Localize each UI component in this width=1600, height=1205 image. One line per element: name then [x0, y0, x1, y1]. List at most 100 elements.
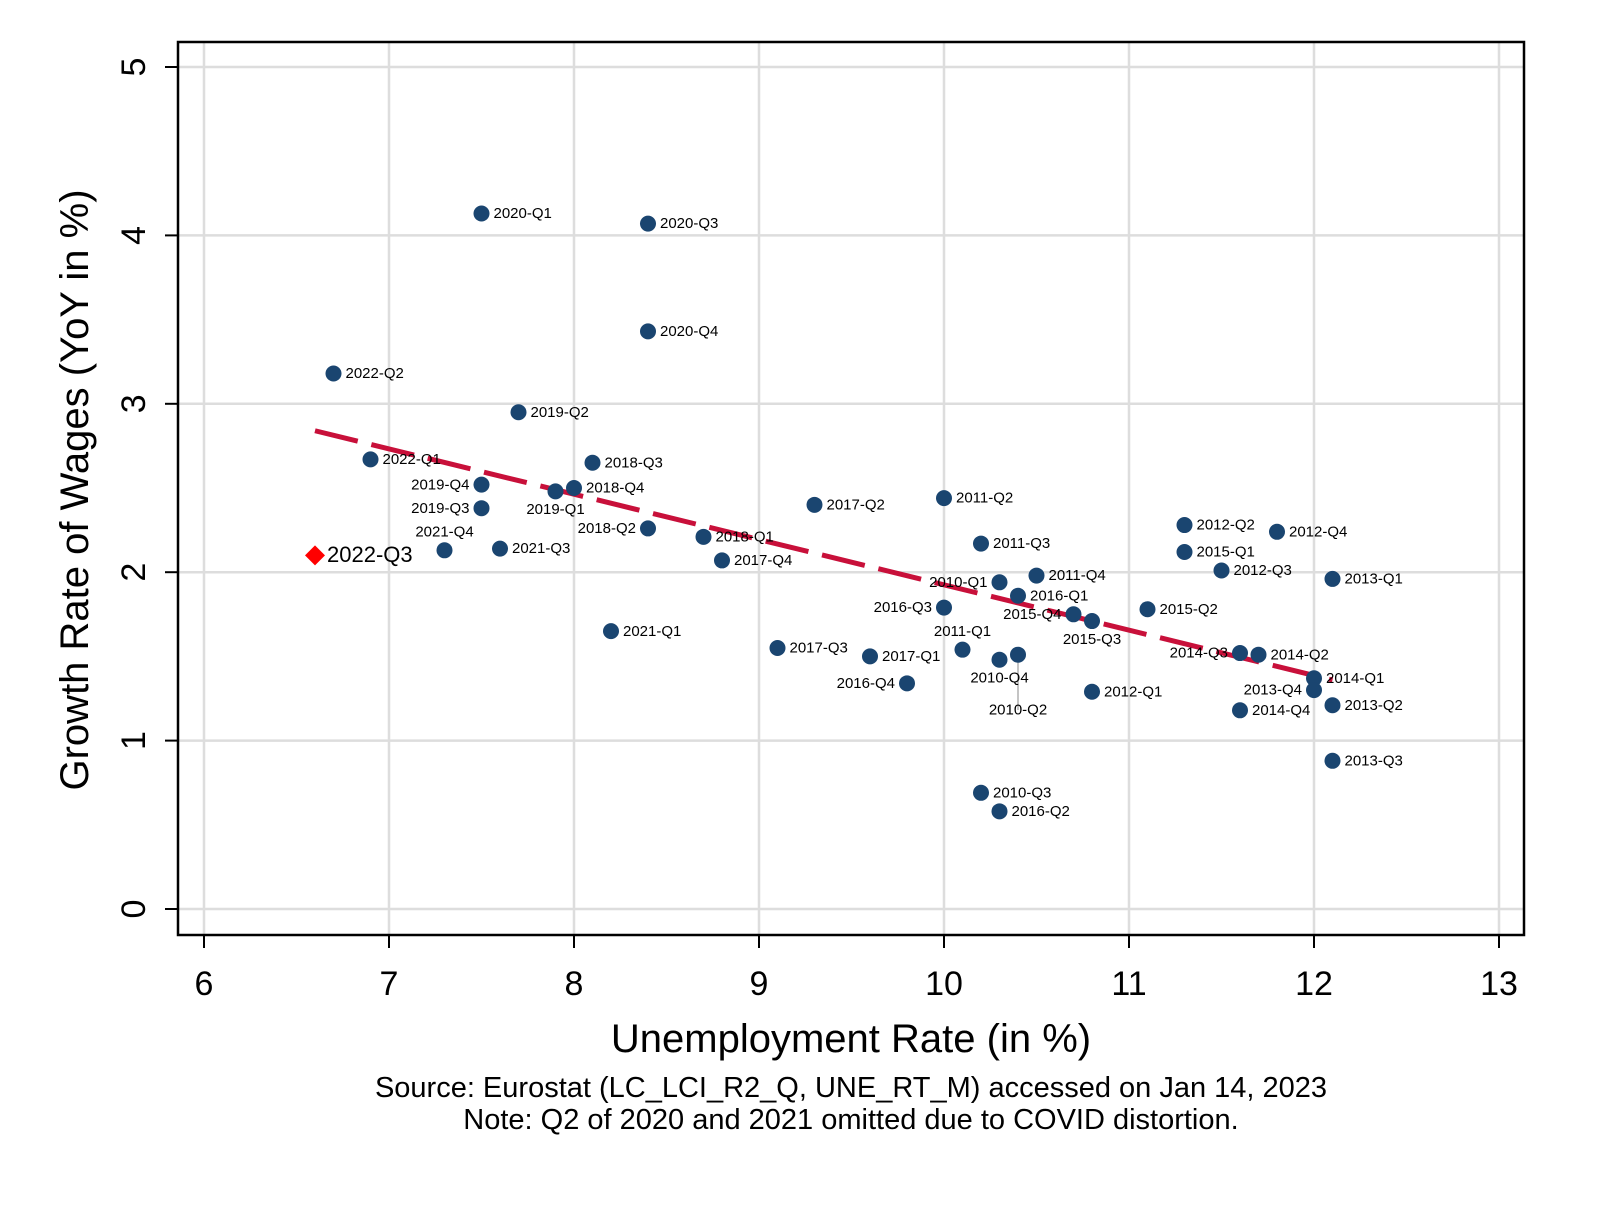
x-tick-label: 11	[1111, 965, 1146, 1003]
point-label: 2017-Q4	[734, 552, 792, 569]
source-note: Source: Eurostat (LC_LCI_R2_Q, UNE_RT_M)…	[375, 1072, 1327, 1104]
data-point	[1084, 683, 1100, 700]
point-label: 2017-Q3	[790, 640, 848, 657]
point-label: 2016-Q3	[874, 599, 932, 616]
data-point	[492, 540, 508, 557]
x-tick-label: 12	[1295, 965, 1333, 1003]
point-label: 2018-Q4	[586, 480, 644, 497]
data-point	[1139, 601, 1156, 618]
data-point	[695, 528, 712, 545]
highlight-point	[305, 545, 325, 566]
data-point	[769, 639, 786, 656]
point-label: 2016-Q4	[837, 675, 895, 692]
point-label: 2010-Q2	[989, 702, 1047, 719]
data-point	[954, 641, 971, 658]
data-point	[1324, 570, 1341, 587]
x-tick-label: 6	[195, 965, 214, 1003]
point-label: 2015-Q3	[1063, 631, 1121, 648]
x-tick-label: 9	[750, 965, 769, 1003]
data-point	[566, 480, 582, 496]
x-tick-label: 7	[380, 965, 399, 1003]
x-tick-label: 10	[925, 965, 963, 1003]
y-tick-label: 3	[115, 394, 153, 413]
data-point	[1269, 523, 1285, 540]
data-point	[473, 500, 490, 517]
data-point	[936, 490, 952, 507]
point-label: 2022-Q2	[346, 365, 404, 382]
data-point	[862, 648, 878, 665]
y-tick-label: 1	[115, 731, 153, 750]
point-label: 2017-Q2	[827, 496, 885, 513]
point-label: 2018-Q3	[605, 454, 663, 471]
point-label: 2012-Q2	[1197, 517, 1255, 534]
point-label: 2010-Q3	[993, 784, 1051, 801]
data-point	[473, 205, 490, 222]
point-label: 2020-Q4	[660, 323, 718, 340]
y-tick-label: 4	[115, 226, 153, 245]
point-label: 2011-Q2	[956, 490, 1013, 507]
point-label: 2019-Q1	[526, 501, 584, 518]
data-point	[603, 623, 619, 640]
data-point	[1010, 646, 1026, 663]
data-point	[1232, 645, 1248, 662]
data-point	[1232, 702, 1248, 719]
points-group	[305, 205, 1341, 820]
point-label: 2011-Q4	[1049, 567, 1106, 584]
point-label: 2017-Q1	[882, 648, 940, 665]
data-point	[1324, 752, 1341, 769]
point-label: 2019-Q2	[531, 404, 589, 421]
grid	[178, 42, 1524, 935]
point-label: 2015-Q2	[1160, 601, 1218, 618]
x-axis-title: Unemployment Rate (in %)	[611, 1017, 1091, 1061]
point-label: 2011-Q3	[993, 535, 1050, 552]
data-point	[1306, 682, 1322, 699]
point-label: 2016-Q2	[1012, 803, 1070, 820]
data-point	[1306, 670, 1322, 687]
data-point	[640, 215, 656, 232]
data-point	[1213, 562, 1230, 579]
data-point	[362, 451, 379, 468]
point-label: 2014-Q1	[1326, 670, 1384, 687]
point-label: 2015-Q1	[1197, 544, 1255, 561]
point-label: 2020-Q3	[660, 215, 718, 232]
data-point	[640, 520, 656, 537]
point-label: 2021-Q4	[415, 524, 473, 541]
point-label: 2012-Q3	[1234, 562, 1292, 579]
data-point	[991, 574, 1008, 591]
data-point	[584, 454, 601, 471]
point-label: 2011-Q1	[934, 623, 991, 640]
point-label: 2010-Q4	[970, 670, 1028, 687]
data-point	[325, 365, 342, 382]
point-label: 2018-Q2	[578, 520, 636, 537]
point-label: 2013-Q2	[1345, 697, 1403, 714]
data-point	[1176, 517, 1193, 534]
point-label: 2021-Q3	[512, 540, 570, 557]
y-tick-label: 0	[115, 900, 153, 919]
point-label: 2021-Q1	[623, 623, 681, 640]
covid-note: Note: Q2 of 2020 and 2021 omitted due to…	[463, 1104, 1238, 1136]
point-label: 2013-Q3	[1345, 752, 1403, 769]
y-tick-label: 5	[115, 58, 153, 77]
point-label: 2012-Q1	[1104, 683, 1162, 700]
point-label: 2010-Q1	[929, 574, 987, 591]
data-point	[973, 784, 989, 801]
data-point	[640, 323, 656, 340]
data-point	[1065, 606, 1082, 623]
data-point	[1028, 567, 1045, 584]
data-point	[510, 404, 527, 421]
point-label: 2019-Q4	[411, 476, 469, 493]
fit-line-group	[314, 428, 1334, 683]
data-point	[1324, 697, 1341, 714]
data-point	[973, 535, 989, 552]
plot-frame	[176, 40, 1526, 937]
point-label: 2016-Q1	[1030, 587, 1088, 604]
point-label: 2015-Q4	[1003, 606, 1061, 623]
y-axis-title: Growth Rate of Wages (YoY in %)	[53, 189, 97, 790]
y-tick-label: 2	[115, 563, 153, 582]
data-point	[547, 483, 564, 500]
point-label: 2020-Q1	[494, 205, 552, 222]
data-point	[899, 675, 915, 692]
data-point	[436, 542, 453, 559]
data-point	[714, 552, 730, 569]
data-point	[1176, 543, 1193, 560]
